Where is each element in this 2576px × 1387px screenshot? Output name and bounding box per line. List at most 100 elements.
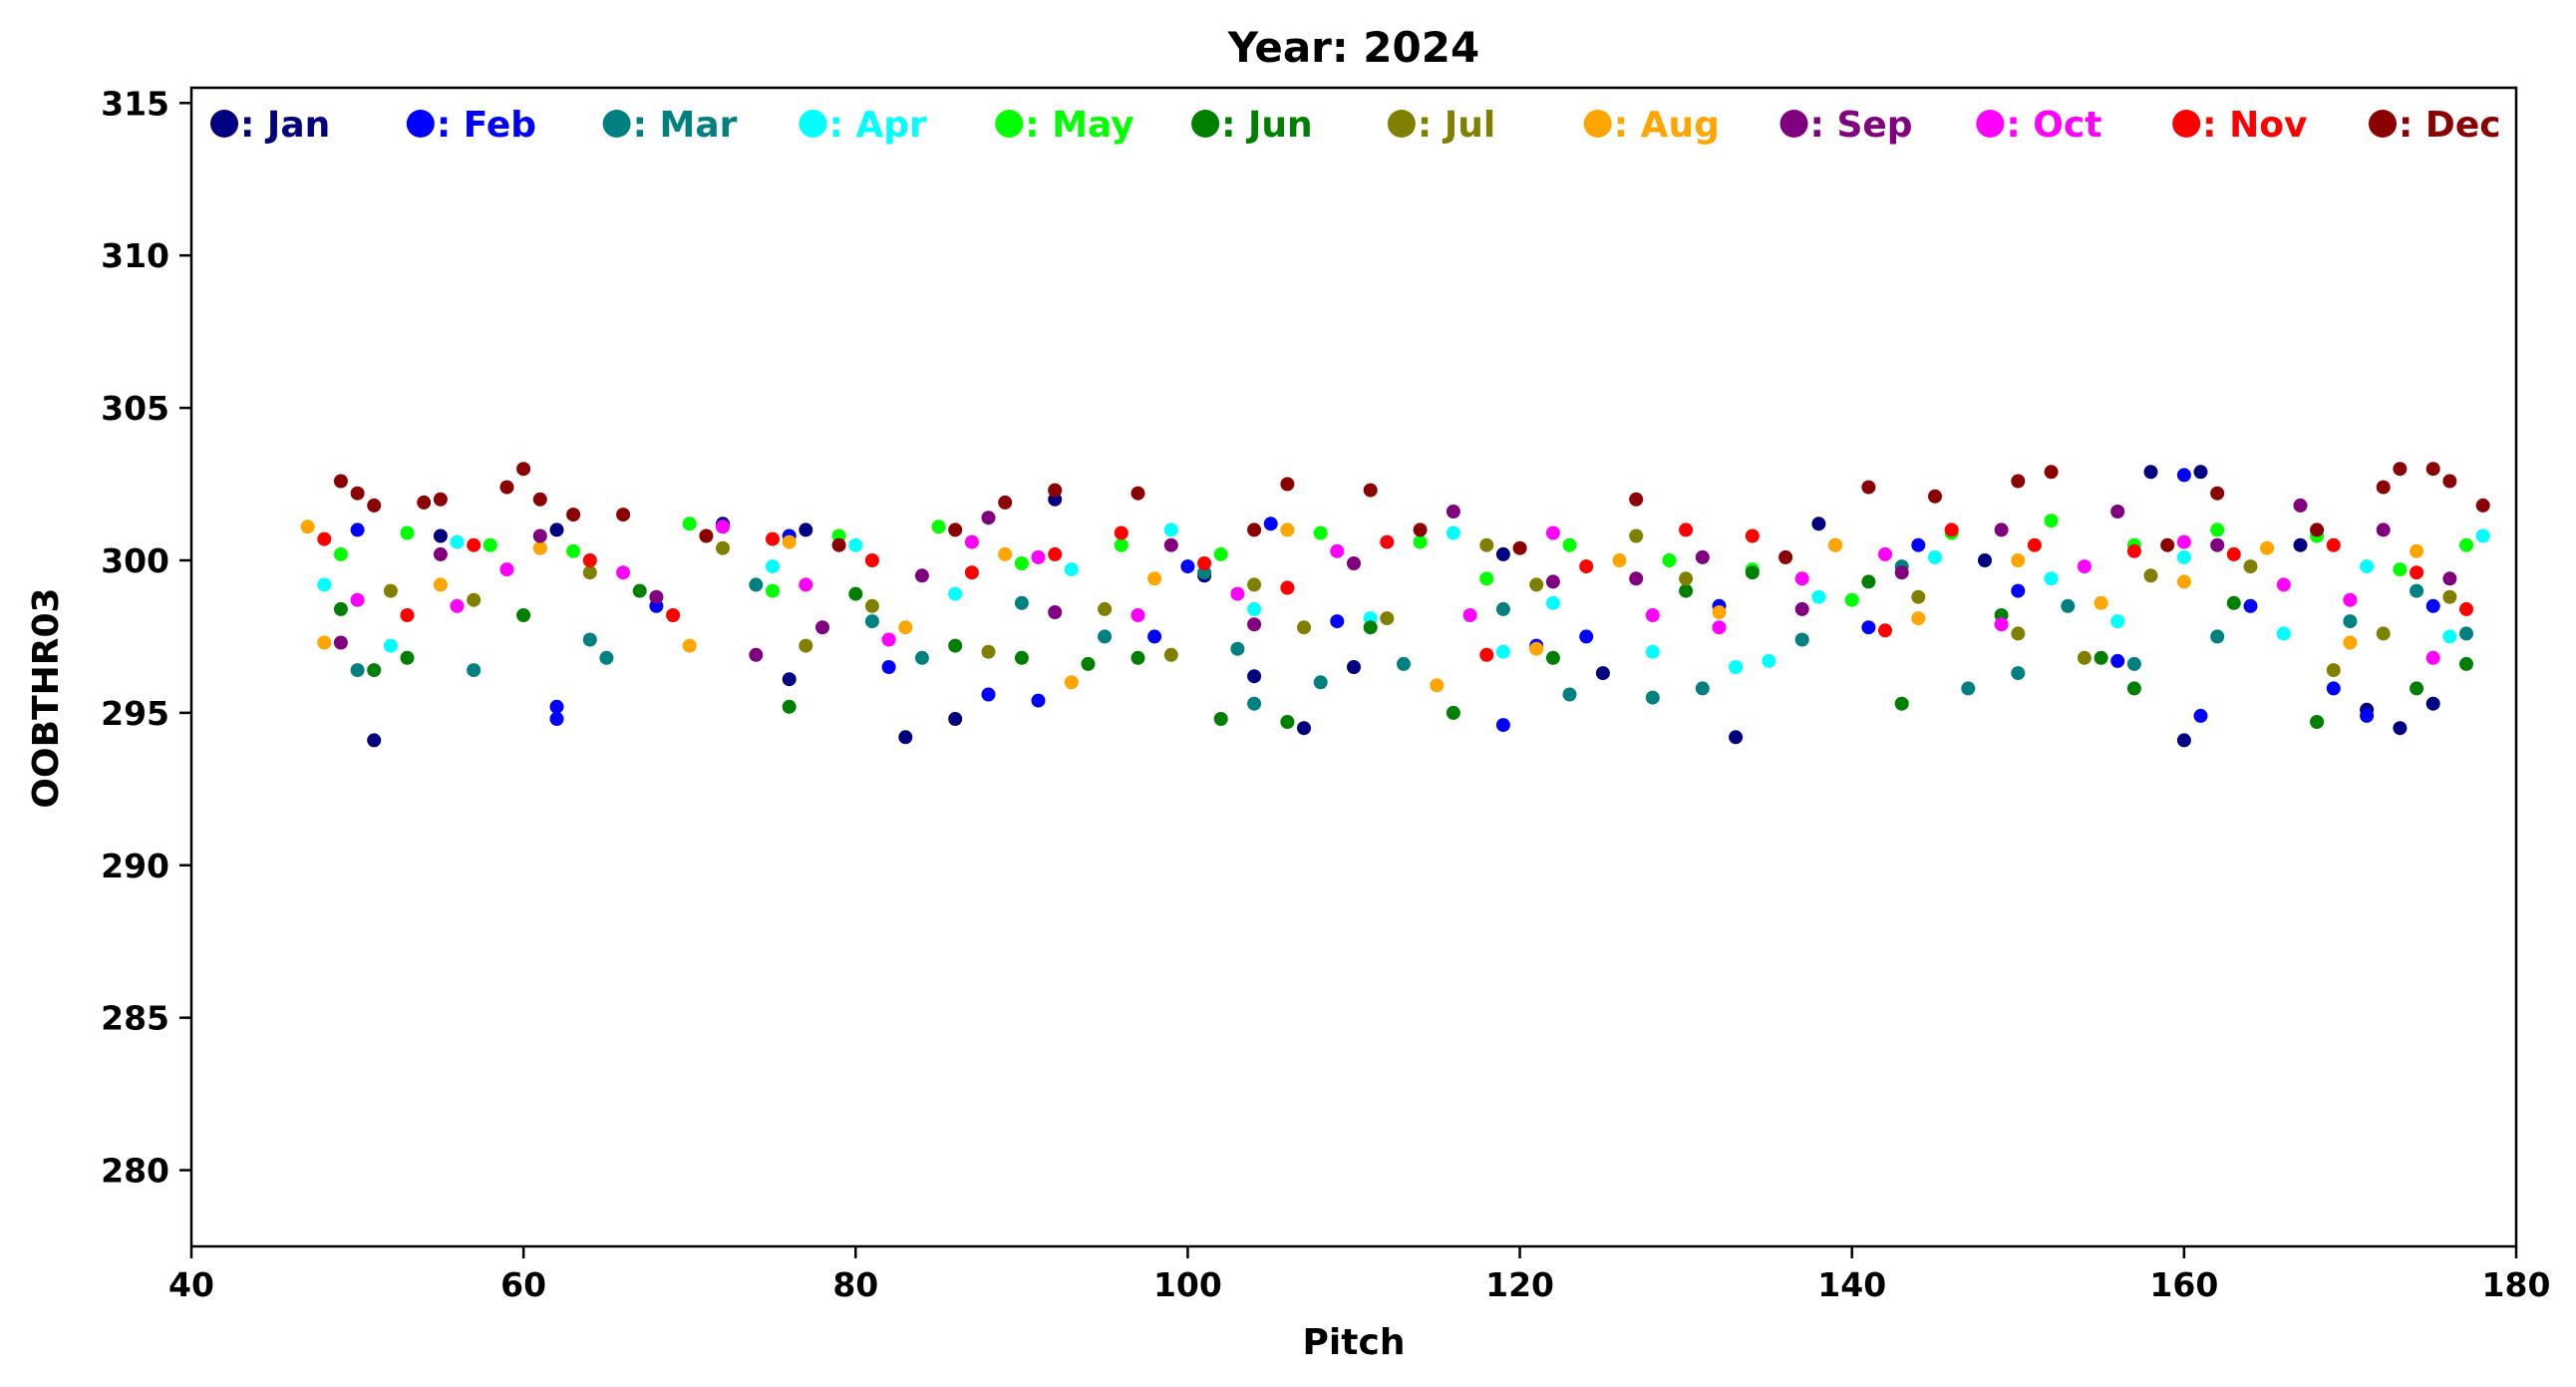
data-point — [433, 528, 448, 543]
data-point — [948, 522, 963, 537]
data-point — [2442, 589, 2457, 604]
data-point — [1911, 589, 1926, 604]
data-point — [1330, 543, 1345, 558]
data-point — [1014, 556, 1029, 570]
data-point — [1380, 611, 1395, 626]
data-point — [400, 608, 415, 622]
data-point — [2210, 486, 2225, 501]
data-point — [864, 598, 879, 613]
data-point — [532, 528, 547, 543]
data-point — [2011, 474, 2026, 489]
data-point — [914, 568, 929, 583]
data-point — [1695, 681, 1710, 696]
data-point — [582, 632, 597, 647]
y-tick-label: 305 — [101, 389, 169, 428]
legend-marker — [1779, 110, 1808, 138]
data-point — [1247, 522, 1262, 537]
data-point — [2126, 543, 2141, 558]
data-point — [1961, 681, 1976, 696]
data-point — [2226, 546, 2241, 561]
data-point — [699, 528, 714, 543]
data-point — [516, 462, 531, 477]
data-point — [2077, 650, 2092, 665]
data-point — [2243, 598, 2258, 613]
data-point — [2376, 522, 2391, 537]
data-point — [2210, 629, 2225, 644]
legend-label: : May — [1025, 105, 1133, 146]
data-point — [2425, 462, 2440, 477]
data-point — [2425, 598, 2440, 613]
data-point — [467, 537, 482, 552]
data-point — [1098, 601, 1113, 616]
data-point — [582, 553, 597, 567]
data-point — [2077, 559, 2092, 574]
data-point — [1031, 693, 1046, 708]
data-point — [532, 492, 547, 507]
legend-label: : Feb — [437, 105, 536, 146]
data-point — [1545, 525, 1560, 540]
data-point — [1562, 687, 1577, 702]
data-point — [864, 614, 879, 629]
data-point — [1745, 528, 1760, 543]
data-point — [782, 699, 797, 714]
data-point — [2293, 498, 2308, 513]
data-point — [1562, 537, 1577, 552]
data-point — [1114, 525, 1128, 540]
data-point — [2442, 629, 2457, 644]
data-point — [766, 583, 780, 598]
data-point — [599, 650, 614, 665]
data-point — [333, 474, 348, 489]
data-point — [782, 672, 797, 687]
legend-marker — [1387, 110, 1416, 138]
data-point — [2360, 708, 2375, 723]
data-point — [1446, 705, 1460, 720]
data-point — [1495, 546, 1510, 561]
data-point — [1247, 696, 1262, 711]
data-point — [1263, 517, 1278, 531]
data-point — [433, 546, 448, 561]
data-point — [1462, 608, 1477, 622]
data-point — [483, 537, 497, 552]
data-point — [367, 733, 382, 748]
data-point — [499, 562, 514, 577]
legend-marker — [2172, 110, 2201, 138]
y-axis-ticks: 280 285 290 295 300 305 310 315 — [101, 84, 191, 1191]
data-point — [566, 543, 581, 558]
y-tick-label: 285 — [101, 999, 169, 1038]
data-point — [716, 520, 730, 534]
data-point — [881, 632, 896, 647]
data-point — [931, 520, 946, 534]
data-point — [1247, 669, 1262, 684]
data-point — [2393, 462, 2408, 477]
data-point — [499, 480, 514, 495]
data-point — [649, 589, 664, 604]
data-point — [400, 525, 415, 540]
data-point — [2044, 571, 2059, 586]
data-point — [516, 608, 531, 622]
data-point — [2176, 733, 2191, 748]
data-point — [566, 508, 581, 522]
data-point — [2276, 577, 2291, 592]
data-point — [964, 565, 979, 580]
data-point — [1645, 644, 1660, 659]
data-point — [2011, 626, 2026, 641]
data-point — [317, 531, 332, 546]
data-point — [799, 522, 813, 537]
data-point — [1280, 522, 1295, 537]
data-point — [1944, 522, 1959, 537]
data-point — [1911, 537, 1926, 552]
data-point — [815, 620, 829, 635]
data-point — [2193, 465, 2208, 480]
data-point — [799, 638, 813, 653]
data-point — [2243, 559, 2258, 574]
data-point — [1130, 608, 1145, 622]
data-point — [1081, 656, 1096, 671]
data-point — [1247, 617, 1262, 632]
legend: : Jan: Feb: Mar: Apr: May: Jun: Jul: Aug… — [210, 105, 2501, 146]
data-point — [350, 592, 365, 607]
y-tick-label: 290 — [101, 847, 169, 885]
data-point — [1297, 721, 1311, 736]
data-point — [1347, 660, 1361, 674]
data-point — [1014, 595, 1029, 610]
